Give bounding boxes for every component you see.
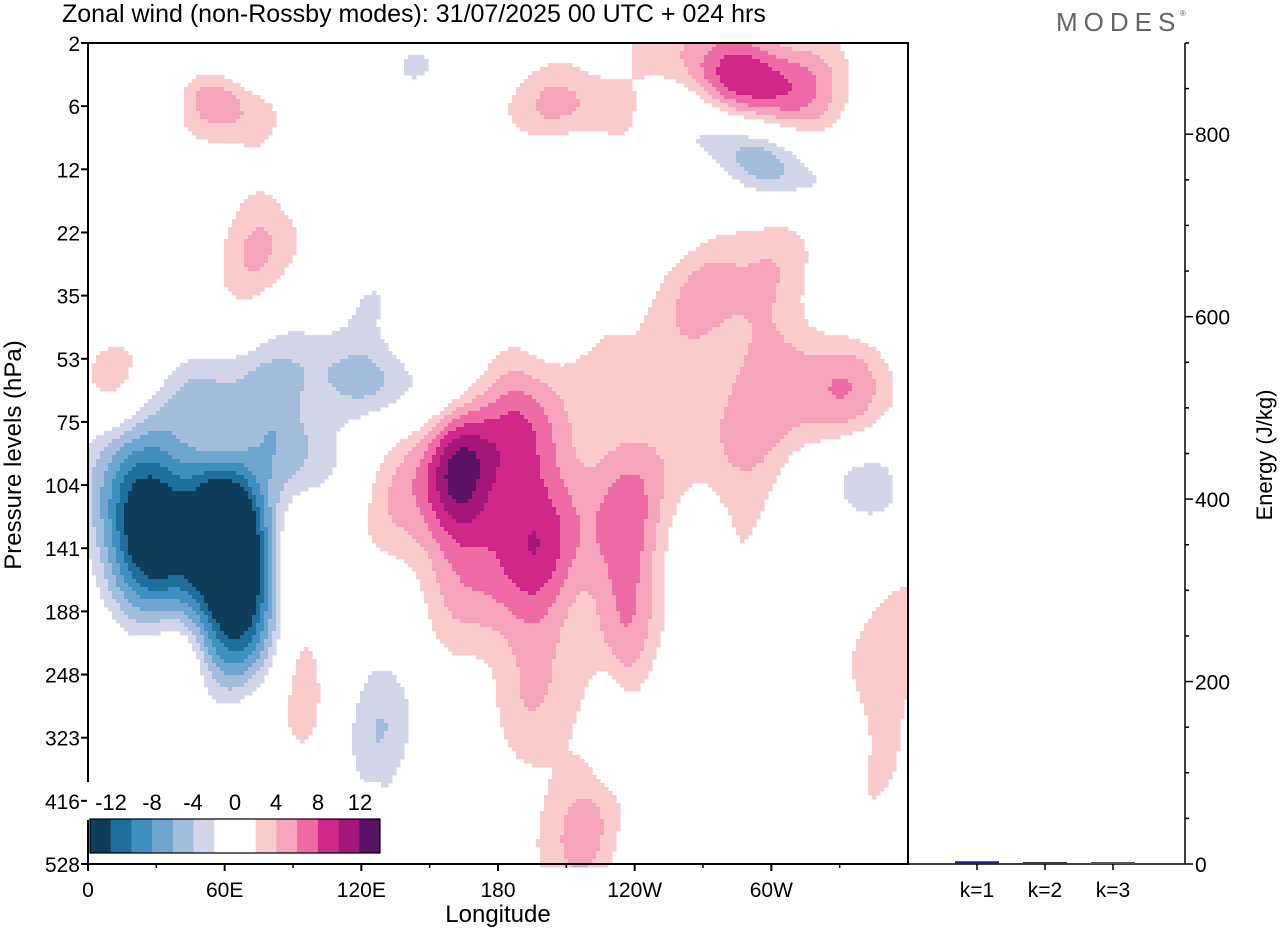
chart-title: Zonal wind (non-Rossby modes): 31/07/202… — [62, 0, 766, 28]
energy-category-label: k=2 — [1028, 879, 1062, 902]
colorbar-label: 8 — [312, 790, 324, 815]
colorbar-label: 4 — [270, 790, 282, 815]
y-tick-label: 248 — [45, 665, 80, 688]
colorbar-swatch — [193, 819, 215, 853]
y-tick-label: 416 — [45, 791, 80, 814]
y-tick-label: 12 — [57, 159, 80, 182]
colorbar-swatch — [255, 819, 277, 853]
colorbar-swatch — [131, 819, 153, 853]
x-tick-label: 60W — [750, 879, 793, 902]
modes-logo: MODES — [1056, 7, 1181, 37]
colorbar-swatch — [338, 819, 360, 853]
colorbar-label: 0 — [229, 790, 241, 815]
colorbar-swatch — [90, 819, 112, 853]
energy-category-label: k=3 — [1096, 879, 1130, 902]
contour-plot-area — [88, 43, 909, 868]
energy-bar — [1091, 862, 1135, 864]
energy-tick-label: 600 — [1195, 307, 1230, 330]
colorbar-label: -4 — [183, 790, 203, 815]
x-tick-label: 180 — [480, 879, 515, 902]
colorbar-swatch — [297, 819, 319, 853]
colorbar-swatch — [359, 819, 381, 853]
longitude-axis: 0 60E 120E 180 120W 60W — [82, 864, 841, 902]
x-tick-label: 120E — [337, 879, 386, 902]
y-tick-label: 141 — [45, 538, 80, 561]
y-axis-label: Pressure levels (hPa) — [0, 340, 27, 569]
energy-bar — [1023, 862, 1067, 864]
energy-tick-label: 200 — [1195, 672, 1230, 695]
colorbar-label: -12 — [95, 790, 127, 815]
y-tick-label: 323 — [45, 728, 80, 751]
energy-tick-label: 400 — [1195, 489, 1230, 512]
y-tick-label: 53 — [57, 349, 80, 372]
x-tick-label: 60E — [206, 879, 243, 902]
y-tick-label: 75 — [57, 412, 80, 435]
y-tick-label: 22 — [57, 222, 80, 245]
colorbar-swatch — [152, 819, 174, 853]
colorbar-label: 12 — [348, 790, 372, 815]
colorbar-label: -8 — [142, 790, 162, 815]
y-tick-label: 35 — [57, 286, 80, 309]
colorbar-label-bg — [87, 782, 381, 820]
y-tick-label: 6 — [68, 96, 80, 119]
y-tick-label: 104 — [45, 475, 80, 498]
energy-bar — [955, 861, 999, 864]
x-tick-label: 120W — [607, 879, 662, 902]
colorbar-swatch — [276, 819, 298, 853]
energy-tick-label: 800 — [1195, 124, 1230, 147]
energy-category-label: k=1 — [960, 879, 994, 902]
colorbar-swatch — [110, 819, 132, 853]
y-tick-label: 528 — [45, 854, 80, 877]
x-tick-label: 0 — [82, 879, 94, 902]
registered-mark: ® — [1180, 9, 1186, 18]
pressure-axis: 2 6 12 22 35 53 75 104 141 188 248 323 416 528 — [45, 33, 88, 877]
y-tick-label: 2 — [68, 33, 80, 56]
colorbar-swatch — [172, 819, 194, 853]
energy-tick-label: 0 — [1195, 854, 1207, 877]
colorbar-swatch — [317, 819, 339, 853]
colorbar: -12 -8 -4 0 4 8 12 — [87, 782, 381, 854]
energy-panel: 0 200 400 600 800 k=1 k=2 k=3 — [908, 42, 1230, 902]
colorbar-frame — [89, 818, 381, 854]
energy-axis-label: Energy (J/kg) — [1252, 390, 1277, 521]
x-axis-label: Longitude — [445, 901, 550, 928]
colorbar-swatch — [214, 819, 236, 853]
colorbar-swatch — [235, 819, 257, 853]
y-tick-label: 188 — [45, 601, 80, 624]
